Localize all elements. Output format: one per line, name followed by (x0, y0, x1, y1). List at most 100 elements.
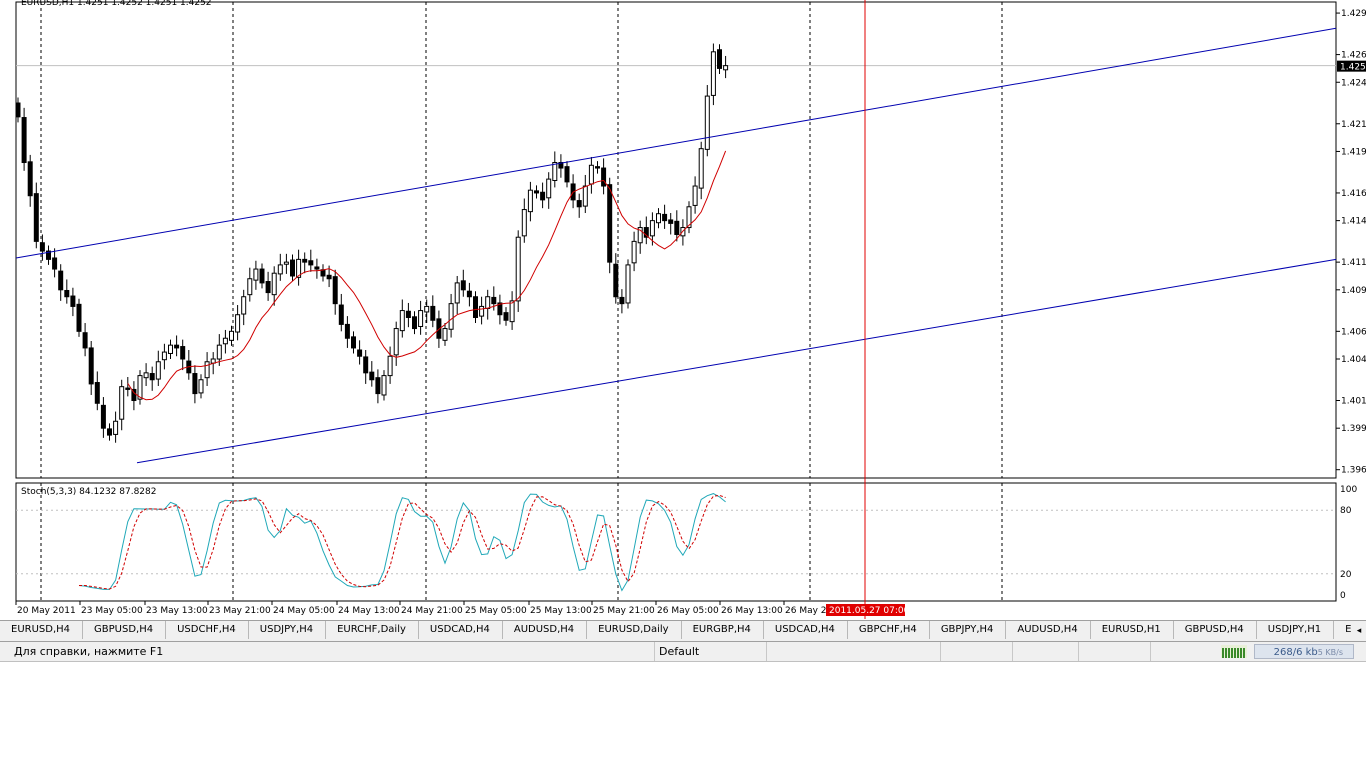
candle-body (326, 274, 332, 280)
chart-tab[interactable]: EURGBP,H4 (682, 621, 764, 639)
tab-scroll-left-icon[interactable]: ◂ (1352, 621, 1366, 639)
candle-body (534, 190, 539, 194)
moving-average-line (127, 150, 727, 401)
candle-body (290, 259, 295, 277)
status-cell-empty-4 (1078, 642, 1153, 661)
candle-body (137, 375, 143, 400)
price-tick-label: 1.404 (1341, 355, 1366, 365)
candle-body (552, 162, 558, 181)
status-cell-empty-3 (1012, 642, 1081, 661)
candle-body (509, 300, 515, 323)
candle-body (607, 184, 613, 263)
candle-body (613, 263, 619, 298)
channel-upper-line (15, 27, 1337, 259)
chart-tab[interactable]: EURCHF,Daily (326, 621, 419, 639)
chart-tab[interactable]: USDCAD,H4 (764, 621, 848, 639)
candle-body (686, 206, 692, 229)
candle-body (283, 261, 289, 265)
candle-body (332, 276, 338, 305)
chart-title: EURUSD,H1 1.4251 1.4252 1.4251 1.4252 (21, 0, 212, 8)
candle-body (424, 305, 430, 313)
candle-body (503, 312, 509, 321)
time-tick-label: 25 May 21:00 (593, 606, 655, 616)
candle-body (198, 379, 204, 394)
chart-tab[interactable]: EURUSD,H1 (1091, 621, 1174, 639)
price-tick-label: 1.414 (1341, 217, 1366, 227)
chart-tabs-bar: EURUSD,H4 GBPUSD,H4 USDCHF,H4 USDJPY,H4 EURC… (0, 620, 1366, 642)
cursor-time-label: 2011.05.27 07:00 (829, 606, 910, 616)
candle-body (399, 310, 405, 332)
chart-tab[interactable]: USDCHF,H4 (166, 621, 249, 639)
candle-body (76, 303, 82, 332)
candle-body (70, 295, 76, 307)
candle-body (119, 386, 125, 420)
stoch-title: Stoch(5,3,3) 84.1232 87.8282 (21, 487, 156, 497)
current-price-label: 1.425 (1340, 63, 1366, 73)
candle-body (436, 318, 442, 339)
chart-tab[interactable]: GBPUSD,H4 (1174, 621, 1257, 639)
traffic-speed: 5 KB/s (1317, 648, 1343, 657)
candle-body (558, 162, 564, 169)
time-tick-label: 24 May 21:00 (401, 606, 463, 616)
candle-body (540, 191, 546, 201)
status-bar: Для справки, нажмите F1 Default 268/6 kb… (0, 642, 1366, 662)
chart-tab[interactable]: USDJPY,H1 (1257, 621, 1335, 639)
candle-body (161, 351, 167, 361)
chart-tab[interactable]: EURUSD,H4 (0, 621, 84, 639)
candle-body (479, 305, 485, 317)
candle-body (448, 303, 454, 330)
chart-tab[interactable]: GBPUSD,H4 (83, 621, 167, 639)
candle-body (515, 236, 521, 302)
candle-body (39, 242, 45, 252)
price-tick-label: 1.401 (1341, 397, 1366, 407)
chart-tab[interactable]: GBPJPY,H4 (930, 621, 1007, 639)
candle-body (180, 346, 186, 360)
chart-tab[interactable]: EURUSD,Daily (587, 621, 682, 639)
candle-body (674, 220, 680, 235)
traffic-value: 268/6 kb (1273, 647, 1318, 658)
candle-body (412, 316, 417, 330)
chart-tab[interactable]: AUDUSD,H4 (1006, 621, 1091, 639)
chart-tab[interactable]: USDCAD,H4 (419, 621, 503, 639)
candle-body (241, 296, 247, 315)
price-tick-label: 1.406 (1341, 327, 1366, 337)
time-tick-label: 25 May 13:00 (530, 606, 592, 616)
candle-body (100, 404, 106, 429)
candle-body (442, 328, 448, 341)
chart-canvas[interactable]: 1.429 1.426 1.424 1.421 1.419 1.416 1.414 1.411… (0, 0, 1366, 620)
candle-body (405, 310, 411, 318)
candle-body (649, 220, 655, 237)
candle-body (46, 250, 51, 260)
candle-body (497, 302, 503, 316)
time-tick-label: 20 May 2011 (17, 606, 76, 616)
chart-window[interactable]: 1.429 1.426 1.424 1.421 1.419 1.416 1.414 1.411… (0, 0, 1366, 620)
candle-body (710, 51, 716, 96)
candle-body (576, 200, 582, 208)
price-tick-label: 1.426 (1341, 51, 1366, 61)
price-tick-label: 1.399 (1341, 424, 1366, 434)
candle-body (564, 166, 570, 183)
candle-body (595, 166, 600, 169)
candle-body (393, 328, 399, 356)
candle-body (222, 337, 228, 345)
candle-body (381, 375, 387, 396)
chart-tab[interactable]: AUDUSD,H4 (503, 621, 588, 639)
candle-body (82, 332, 88, 349)
candle-body (131, 388, 137, 402)
candle-body (723, 65, 729, 71)
candles (15, 43, 729, 443)
candle-body (631, 240, 637, 264)
connection-bars-icon (1221, 645, 1247, 658)
candle-body (491, 296, 497, 305)
chart-tab[interactable]: USDJPY,H4 (249, 621, 327, 639)
stoch-pane-frame (15, 482, 1337, 602)
chart-tab[interactable]: GBPCHF,H4 (848, 621, 930, 639)
candle-body (149, 373, 155, 381)
candle-body (643, 227, 649, 238)
candle-body (235, 314, 241, 333)
time-tick-label: 26 May 2 (785, 606, 827, 616)
time-tick-label: 26 May 13:00 (721, 606, 783, 616)
candle-body (527, 189, 533, 213)
price-tick-label: 1.419 (1341, 147, 1366, 157)
candle-body (588, 164, 594, 185)
